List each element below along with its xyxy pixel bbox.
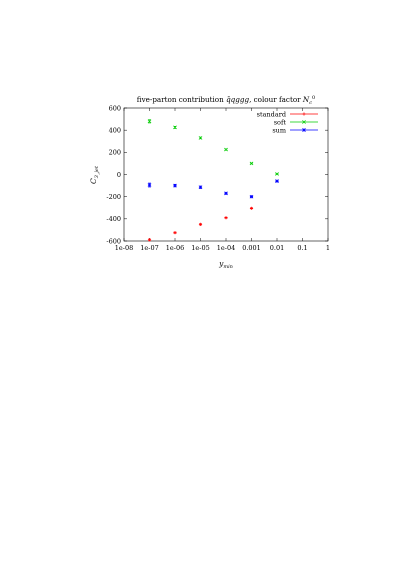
- x-tick-label: 0.001: [242, 244, 261, 252]
- point-marker: [198, 136, 203, 140]
- point-marker: [173, 183, 177, 188]
- data-point: [198, 185, 203, 190]
- point-marker: [198, 185, 203, 190]
- legend-marker: [302, 120, 306, 124]
- marker-stroke: [198, 185, 203, 190]
- series-standard: [147, 206, 254, 242]
- data-point: [198, 136, 203, 140]
- data-point: [147, 119, 152, 124]
- x-tick-label: 1e-08: [115, 244, 133, 252]
- legend-label: sum: [272, 126, 286, 134]
- marker-stroke: [275, 179, 279, 183]
- y-ticks: -600 -400 -200 0 200 400 600: [106, 104, 328, 245]
- y-tick-label: -400: [106, 215, 121, 223]
- point-marker: [249, 194, 254, 199]
- data-point: [275, 179, 279, 183]
- y-tick-label: 200: [109, 149, 121, 157]
- point-marker: [224, 216, 228, 220]
- y-tick-label: -600: [106, 237, 121, 245]
- legend-item-sum: sum: [272, 126, 318, 134]
- x-tick-label: 1e-06: [166, 244, 184, 252]
- data-point: [224, 191, 228, 196]
- marker-stroke: [224, 191, 228, 196]
- legend-marker: [302, 128, 306, 132]
- data-point: [275, 172, 279, 176]
- y-tick-label: 0: [117, 171, 121, 179]
- point-marker: [198, 222, 203, 226]
- marker-stroke: [249, 194, 254, 199]
- point-marker: [173, 231, 177, 235]
- marker-stroke: [173, 183, 177, 188]
- marker-stroke: [249, 161, 254, 166]
- marker-stroke: [198, 136, 203, 140]
- x-ticks: 1e-08 1e-07 1e-06 1e-05 1e-04 0.001 0.01 0.1 1: [115, 108, 330, 252]
- legend-label: standard: [257, 110, 286, 118]
- point-marker: [224, 147, 228, 152]
- data-point: [198, 222, 203, 226]
- marker-stroke: [302, 120, 306, 124]
- x-tick-label: 1e-04: [217, 244, 235, 252]
- marker-stroke: [147, 183, 152, 187]
- marker-stroke: [173, 125, 177, 130]
- legend-item-soft: soft: [274, 118, 318, 126]
- data-point: [173, 125, 177, 130]
- point-marker: [275, 179, 279, 183]
- x-axis-label: ymin: [218, 259, 233, 270]
- data-point: [147, 238, 152, 242]
- point-marker: [147, 119, 152, 124]
- point-marker: [275, 172, 279, 176]
- y-axis-label: C3_jet: [89, 165, 100, 184]
- y-tick-label: 400: [109, 126, 121, 134]
- legend-label: soft: [274, 118, 287, 126]
- marker-stroke: [147, 119, 152, 124]
- point-marker: [147, 183, 152, 187]
- data-point: [147, 182, 152, 188]
- data-point: [173, 183, 177, 188]
- y-tick-label: -200: [106, 193, 121, 201]
- data-point: [249, 194, 254, 199]
- plot-frame: [123, 107, 329, 242]
- y-tick-label: 600: [109, 104, 121, 112]
- marker-stroke: [224, 147, 228, 152]
- marker-stroke: [302, 128, 306, 132]
- data-point: [173, 231, 177, 235]
- legend-marker: [302, 112, 306, 116]
- series-layer: [147, 119, 279, 242]
- point-marker: [173, 125, 177, 130]
- legend-item-standard: standard: [257, 110, 318, 118]
- x-tick-label: 1e-05: [191, 244, 209, 252]
- data-point: [224, 216, 228, 220]
- series-sum: [147, 179, 279, 199]
- data-point: [249, 206, 254, 210]
- point-marker: [249, 161, 254, 166]
- x-tick-label: 1: [326, 244, 330, 252]
- marker-stroke: [275, 172, 279, 176]
- series-soft: [147, 119, 279, 176]
- point-marker: [147, 238, 152, 242]
- chart-title: five-parton contribution q̄qggg, colour …: [137, 95, 315, 106]
- point-marker: [224, 191, 228, 196]
- x-tick-label: 0.1: [297, 244, 307, 252]
- data-point: [224, 147, 228, 152]
- x-tick-label: 1e-07: [140, 244, 158, 252]
- x-tick-label: 0.01: [270, 244, 284, 252]
- data-point: [249, 161, 254, 166]
- point-marker: [249, 206, 254, 210]
